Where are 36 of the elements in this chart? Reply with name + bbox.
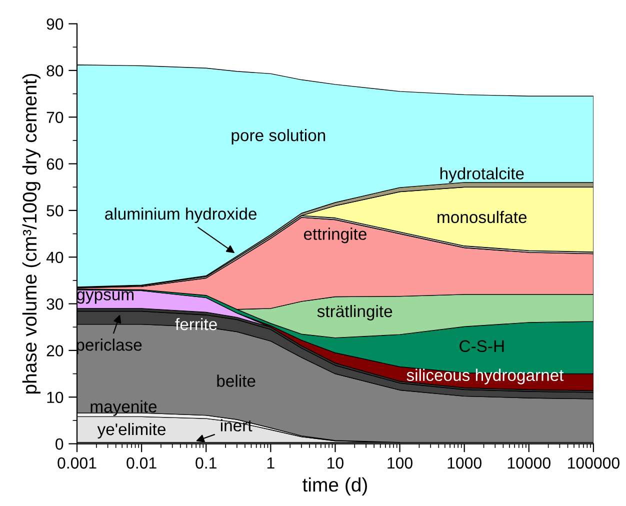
x-tick-label: 10 bbox=[328, 457, 344, 469]
x-tick-label: 100000 bbox=[568, 457, 620, 469]
y-axis-title: phase volume (cm³/100g dry cement) bbox=[22, 74, 40, 394]
x-tick-label: 10000 bbox=[508, 457, 550, 469]
x-tick-label: 1 bbox=[267, 458, 274, 469]
annotation: ettringite bbox=[304, 228, 366, 244]
x-tick-label: 0.1 bbox=[196, 457, 216, 469]
annotation: pore solution bbox=[232, 128, 326, 145]
x-tick-label: 100 bbox=[388, 457, 412, 469]
y-tick-label: 40 bbox=[46, 252, 64, 264]
annotation: ferrite bbox=[175, 318, 217, 330]
annotation: mayenite bbox=[90, 400, 157, 416]
annotation: belite bbox=[217, 374, 256, 387]
annotation: ye'elimite bbox=[97, 422, 166, 439]
y-tick-label: 80 bbox=[46, 65, 64, 76]
y-tick-label: 60 bbox=[46, 158, 64, 170]
y-tick-label: 30 bbox=[46, 298, 64, 310]
annotation: aluminium hydroxide bbox=[105, 208, 256, 224]
annotation: periclase bbox=[76, 338, 142, 354]
x-tick-label: 0.001 bbox=[58, 457, 96, 469]
annotation: C-S-H bbox=[460, 340, 504, 352]
y-tick-label: 20 bbox=[46, 345, 64, 356]
x-tick-label: 0.01 bbox=[126, 457, 156, 469]
y-tick-label: 70 bbox=[46, 112, 64, 124]
y-tick-label: 50 bbox=[46, 205, 64, 216]
annotation: inert bbox=[220, 419, 252, 432]
y-tick-label: 90 bbox=[46, 18, 64, 30]
annotation: gypsum bbox=[76, 291, 134, 304]
annotation: monosulfate bbox=[438, 210, 527, 224]
y-tick-label: 10 bbox=[47, 392, 64, 404]
y-tick-label: 0 bbox=[56, 438, 64, 450]
annotation: strätlingite bbox=[317, 304, 392, 320]
x-tick-label: 1000 bbox=[448, 457, 482, 469]
x-axis-title: time (d) bbox=[302, 477, 367, 496]
annotation: siliceous hydrogarnet bbox=[406, 368, 564, 384]
annotation: hydrotalcite bbox=[440, 167, 524, 183]
